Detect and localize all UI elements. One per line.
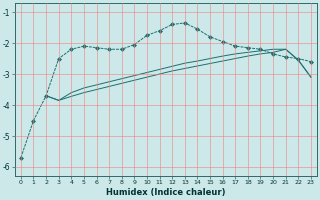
- X-axis label: Humidex (Indice chaleur): Humidex (Indice chaleur): [106, 188, 226, 197]
